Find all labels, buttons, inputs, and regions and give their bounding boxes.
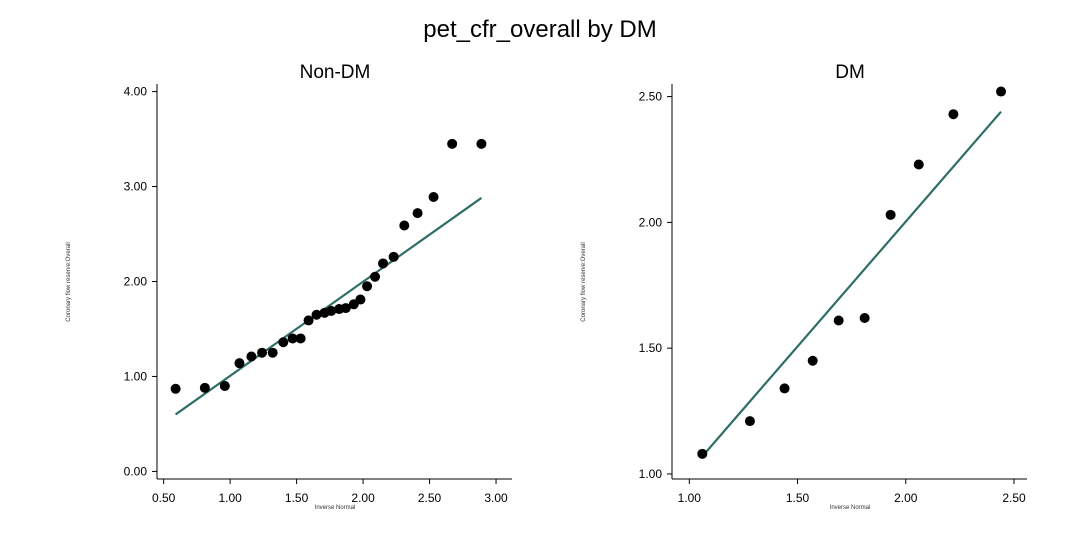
data-point	[326, 305, 337, 316]
data-point	[267, 347, 278, 358]
x-tick-label: 3.00	[484, 491, 508, 505]
data-point	[257, 347, 268, 358]
x-tick-label: 1.00	[218, 491, 242, 505]
data-point	[378, 258, 389, 269]
data-point	[355, 294, 366, 305]
data-point	[388, 251, 399, 262]
data-point	[287, 333, 298, 344]
x-tick-label: 1.50	[786, 491, 810, 505]
y-tick-label: 1.00	[639, 467, 663, 481]
data-point	[807, 355, 818, 366]
y-tick-label: 2.00	[124, 275, 148, 289]
data-point	[234, 358, 245, 369]
data-point	[996, 86, 1007, 97]
data-point	[447, 138, 458, 149]
panel-dm: DM Inverse Normal Coronary flow reserve:…	[581, 62, 1027, 511]
data-point	[697, 448, 708, 459]
data-point	[311, 309, 322, 320]
data-point	[362, 281, 373, 292]
data-point	[779, 383, 790, 394]
data-point	[476, 138, 487, 149]
x-tick-label: 2.00	[351, 491, 375, 505]
panel-non-dm: Non-DM Inverse Normal Coronary flow rese…	[66, 62, 512, 511]
data-point	[428, 191, 439, 202]
y-tick-label: 2.00	[639, 215, 663, 229]
x-axis-label: Inverse Normal	[830, 505, 871, 511]
y-tick-label: 1.00	[124, 369, 148, 383]
data-point	[246, 351, 257, 362]
data-point	[303, 315, 314, 326]
y-axis-label: Coronary flow reserve:Overall	[581, 242, 587, 321]
panel-title: DM	[835, 62, 865, 83]
x-tick-label: 1.50	[285, 491, 309, 505]
data-point	[340, 303, 351, 314]
data-point	[170, 383, 181, 394]
y-tick-label: 0.00	[124, 464, 148, 478]
x-tick-label: 1.00	[678, 491, 702, 505]
y-tick-label: 3.00	[124, 180, 148, 194]
data-point	[948, 109, 959, 120]
fit-line	[701, 110, 1002, 458]
data-point	[295, 333, 306, 344]
data-point	[833, 315, 844, 326]
data-point	[885, 209, 896, 220]
x-tick-label: 0.50	[152, 491, 176, 505]
y-axis-label: Coronary flow reserve:Overall	[66, 242, 72, 321]
data-point	[399, 220, 410, 231]
data-point	[913, 159, 924, 170]
data-point	[370, 271, 381, 282]
x-tick-label: 2.50	[1002, 491, 1026, 505]
x-tick-label: 2.50	[418, 491, 442, 505]
y-tick-label: 2.50	[639, 90, 663, 104]
data-point	[278, 337, 289, 348]
data-point	[744, 416, 755, 427]
x-axis-label: Inverse Normal	[315, 505, 356, 511]
data-point	[219, 380, 230, 391]
panel-title: Non-DM	[300, 62, 371, 83]
fit-line	[174, 197, 483, 416]
data-point	[199, 382, 210, 393]
data-point	[859, 312, 870, 323]
figure-title: pet_cfr_overall by DM	[423, 16, 656, 43]
x-tick-label: 2.00	[894, 491, 918, 505]
y-tick-label: 1.50	[639, 341, 663, 355]
y-tick-label: 4.00	[124, 85, 148, 99]
data-point	[412, 208, 423, 219]
